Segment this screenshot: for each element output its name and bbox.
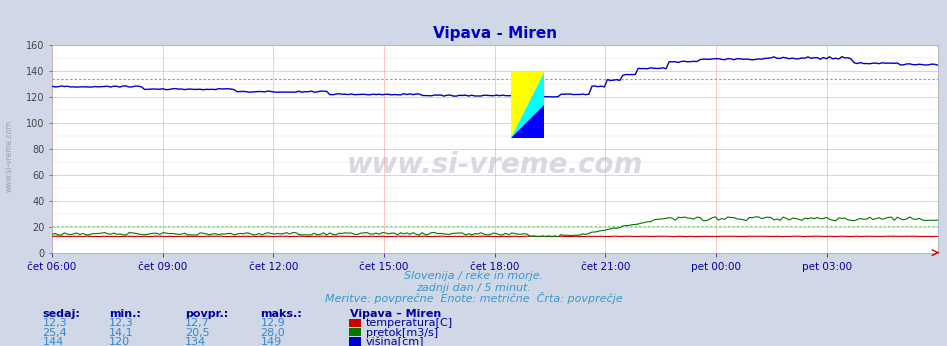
Text: zadnji dan / 5 minut.: zadnji dan / 5 minut. bbox=[416, 283, 531, 293]
Text: Vipava – Miren: Vipava – Miren bbox=[350, 309, 441, 319]
Text: 20,5: 20,5 bbox=[185, 328, 209, 338]
Text: 149: 149 bbox=[260, 337, 281, 346]
Text: 144: 144 bbox=[43, 337, 63, 346]
Text: 12,3: 12,3 bbox=[109, 318, 134, 328]
Text: 14,1: 14,1 bbox=[109, 328, 134, 338]
Text: sedaj:: sedaj: bbox=[43, 309, 80, 319]
Text: 25,4: 25,4 bbox=[43, 328, 67, 338]
Text: www.si-vreme.com: www.si-vreme.com bbox=[5, 120, 14, 192]
Text: 12,7: 12,7 bbox=[185, 318, 209, 328]
Text: temperatura[C]: temperatura[C] bbox=[366, 318, 453, 328]
Text: višina[cm]: višina[cm] bbox=[366, 337, 424, 346]
Text: pretok[m3/s]: pretok[m3/s] bbox=[366, 328, 438, 338]
Text: 134: 134 bbox=[185, 337, 205, 346]
Title: Vipava - Miren: Vipava - Miren bbox=[433, 26, 557, 41]
Text: 28,0: 28,0 bbox=[260, 328, 285, 338]
Text: Meritve: povprečne  Enote: metrične  Črta: povprečje: Meritve: povprečne Enote: metrične Črta:… bbox=[325, 292, 622, 304]
Text: 12,3: 12,3 bbox=[43, 318, 67, 328]
Text: min.:: min.: bbox=[109, 309, 141, 319]
Text: 120: 120 bbox=[109, 337, 130, 346]
Text: povpr.:: povpr.: bbox=[185, 309, 228, 319]
Text: maks.:: maks.: bbox=[260, 309, 302, 319]
Text: Slovenija / reke in morje.: Slovenija / reke in morje. bbox=[404, 271, 543, 281]
Text: 12,9: 12,9 bbox=[260, 318, 285, 328]
Text: www.si-vreme.com: www.si-vreme.com bbox=[347, 152, 643, 179]
